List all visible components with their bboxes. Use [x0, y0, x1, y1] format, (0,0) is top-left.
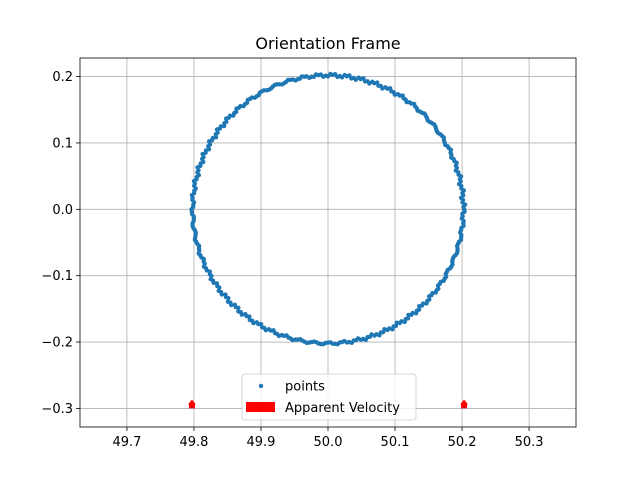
scatter-point: [420, 301, 426, 306]
scatter-point: [211, 280, 216, 286]
scatter-point: [229, 302, 234, 308]
y-tick-label: 0.0: [52, 203, 73, 218]
y-tick-label: −0.2: [41, 336, 73, 351]
velocity-arrow: [187, 399, 196, 409]
legend: points Apparent Velocity: [241, 373, 417, 421]
y-tick-label: 0.1: [52, 136, 73, 151]
y-axis-ticks: 0.2 0.1 0.0 −0.1 −0.2 −0.3: [41, 70, 80, 417]
scatter-point: [416, 307, 422, 312]
scatter-point: [214, 127, 220, 132]
plot-content: [187, 71, 469, 409]
velocity-arrow: [460, 399, 469, 409]
scatter-point: [251, 320, 256, 326]
legend-marker-points: [258, 383, 264, 389]
scatter-point: [217, 285, 222, 290]
scatter-point: [241, 103, 246, 109]
legend-marker-velocity: [246, 402, 275, 412]
scatter-point: [226, 295, 231, 301]
scatter-point: [462, 209, 467, 214]
y-tick-label: 0.2: [52, 70, 73, 85]
x-tick-label: 49.9: [246, 435, 275, 450]
grid-lines: [80, 58, 576, 427]
legend-label-points: points: [285, 380, 325, 395]
scatter-point: [219, 292, 225, 297]
x-tick-label: 50.1: [381, 435, 410, 450]
x-tick-label: 50.0: [314, 435, 343, 450]
x-axis-ticks: 49.7 49.8 49.9 50.0 50.1 50.2 50.3: [112, 427, 544, 450]
scatter-point: [231, 113, 236, 118]
legend-label-velocity: Apparent Velocity: [285, 401, 400, 416]
scatter-point: [399, 319, 404, 324]
x-tick-label: 49.7: [112, 435, 141, 450]
x-tick-label: 49.8: [179, 435, 208, 450]
scatter-point: [410, 310, 415, 316]
scatter-point: [239, 312, 245, 317]
legend-box: [241, 373, 417, 421]
x-tick-label: 50.2: [448, 435, 477, 450]
x-tick-label: 50.3: [515, 435, 544, 450]
scatter-point: [236, 305, 241, 311]
scatter-point: [221, 123, 227, 129]
scatter-point: [427, 297, 432, 302]
y-tick-label: −0.3: [41, 402, 73, 417]
scatter-point: [223, 116, 229, 121]
scatter-point: [247, 314, 252, 319]
scatter-point: [405, 316, 411, 321]
y-tick-label: −0.1: [41, 269, 73, 284]
chart-title: Orientation Frame: [255, 34, 400, 53]
